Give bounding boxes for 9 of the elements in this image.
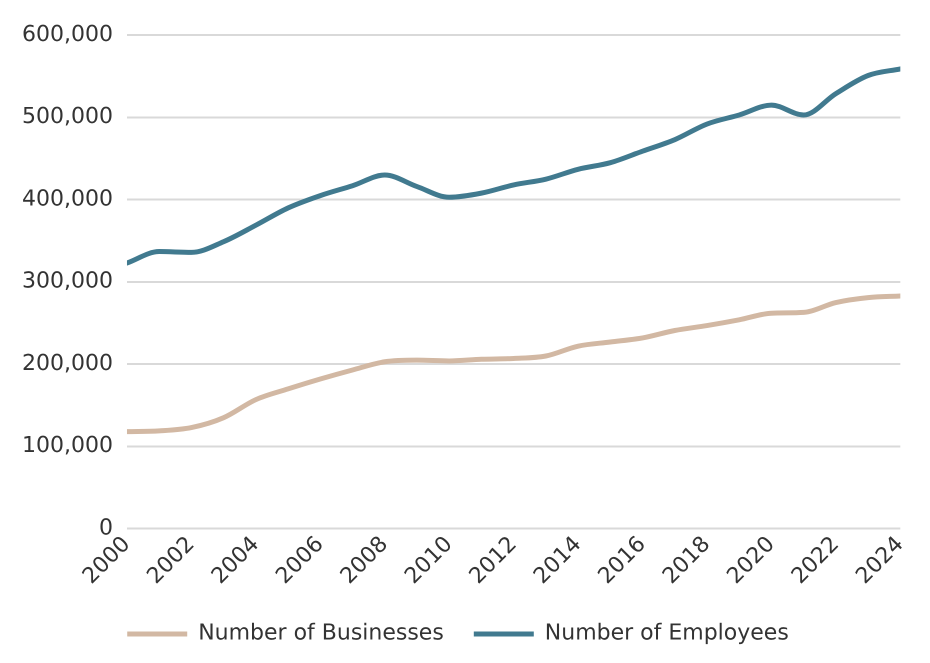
y-tick-label: 400,000 bbox=[22, 186, 113, 212]
y-tick-label: 600,000 bbox=[22, 22, 113, 47]
y-tick-label: 200,000 bbox=[22, 350, 113, 376]
legend-label: Number of Businesses bbox=[198, 620, 444, 646]
y-tick-label: 100,000 bbox=[22, 433, 113, 458]
legend-label: Number of Employees bbox=[544, 620, 789, 646]
y-tick-label: 500,000 bbox=[22, 104, 113, 130]
y-tick-label: 300,000 bbox=[22, 268, 113, 294]
y-tick-label: 0 bbox=[98, 515, 113, 540]
